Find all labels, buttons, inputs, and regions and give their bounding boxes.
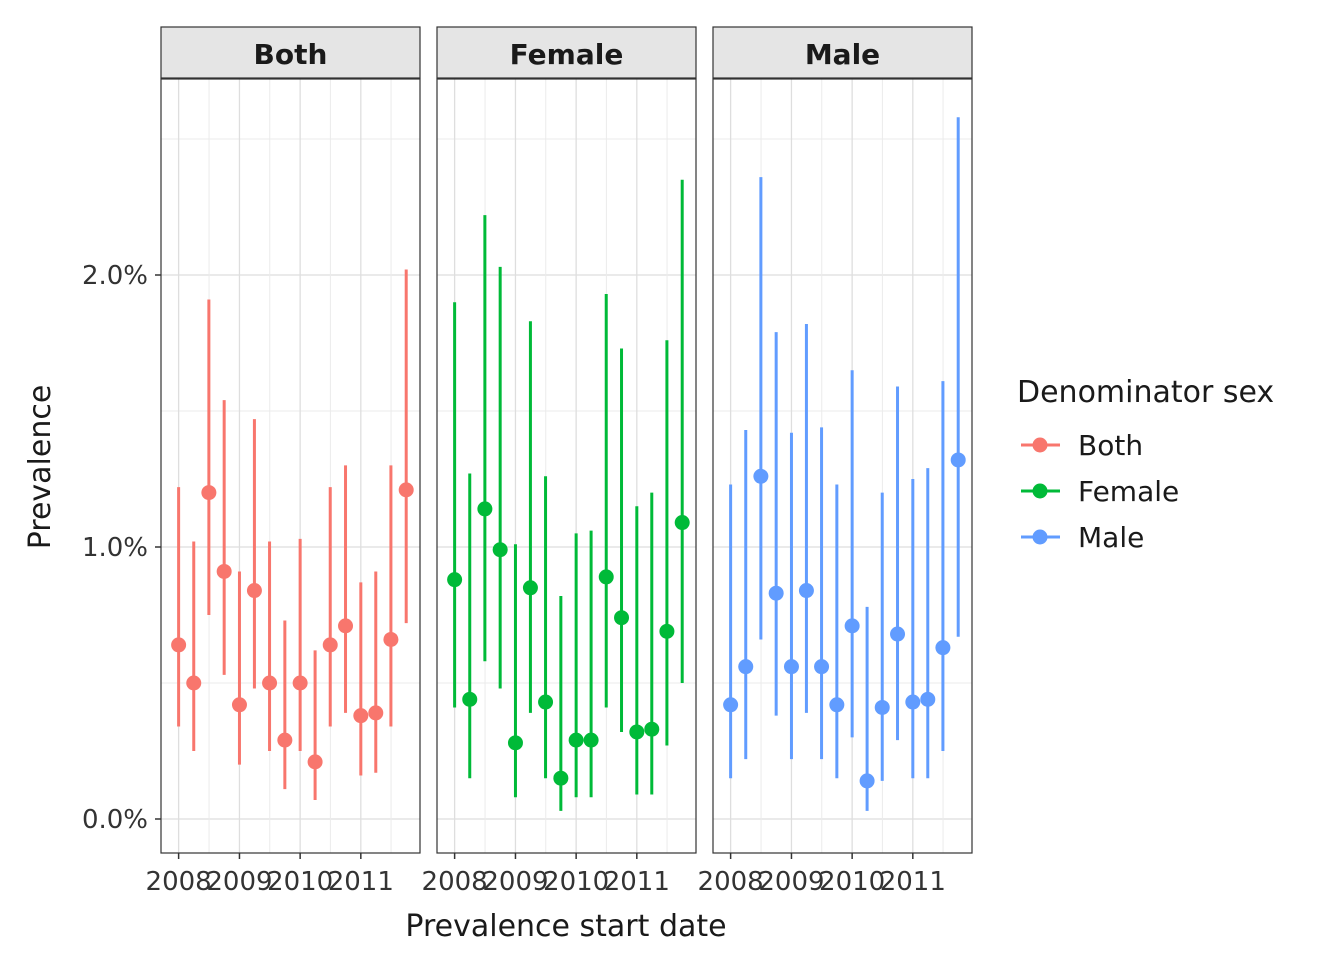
data-point — [568, 732, 584, 748]
x-tick-label: 2009 — [758, 867, 824, 897]
x-axis-title: Prevalence start date — [405, 909, 726, 944]
legend-item-both: Both — [1021, 429, 1143, 462]
legend-key-point — [1032, 437, 1048, 453]
x-tick-label: 2011 — [880, 867, 946, 897]
x-tick-label: 2008 — [698, 867, 764, 897]
data-point — [859, 773, 875, 789]
data-point — [844, 618, 860, 634]
x-tick-label: 2010 — [819, 867, 885, 897]
data-point — [246, 583, 262, 599]
data-point — [231, 697, 247, 713]
panel-background — [437, 79, 696, 853]
data-point — [598, 569, 614, 585]
data-point — [447, 572, 463, 588]
data-point — [338, 618, 354, 634]
data-point — [171, 637, 187, 653]
data-point — [905, 694, 921, 710]
data-point — [538, 694, 554, 710]
data-point — [768, 585, 784, 601]
data-point — [798, 583, 814, 599]
facet-strip — [436, 26, 697, 79]
series-female — [447, 179, 690, 811]
series-male — [723, 117, 966, 811]
x-tick-label: 2008 — [422, 867, 488, 897]
data-point — [262, 675, 278, 691]
x-tick-label: 2009 — [206, 867, 272, 897]
x-tick-label: 2011 — [604, 867, 670, 897]
data-point — [920, 691, 936, 707]
facet-strip-label: Male — [805, 38, 880, 71]
facet-panels: Both2008200920102011Female20082009201020… — [146, 26, 973, 897]
legend-label: Female — [1078, 475, 1179, 508]
data-point — [674, 515, 690, 531]
data-point — [277, 732, 293, 748]
data-point — [292, 675, 308, 691]
data-point — [874, 699, 890, 715]
legend-label: Male — [1078, 521, 1144, 554]
data-point — [659, 623, 675, 639]
data-point — [814, 659, 830, 675]
panel-border — [712, 78, 973, 854]
y-axis-title: Prevalence — [23, 385, 58, 550]
legend-key-point — [1032, 483, 1048, 499]
x-tick-label: 2009 — [482, 867, 548, 897]
data-point — [383, 631, 399, 647]
data-point — [723, 697, 739, 713]
facet-strip — [160, 26, 421, 79]
data-point — [353, 708, 369, 724]
legend-key-point — [1032, 529, 1048, 545]
data-point — [322, 637, 338, 653]
data-point — [216, 563, 232, 579]
panel-border — [160, 78, 421, 854]
panel-background — [713, 79, 972, 853]
facet-strip-label: Female — [510, 38, 624, 71]
y-tick-label: 1.0% — [82, 533, 148, 563]
data-point — [186, 675, 202, 691]
data-point — [201, 485, 217, 501]
data-point — [783, 659, 799, 675]
panel-border — [436, 78, 697, 854]
legend-label: Both — [1078, 429, 1143, 462]
legend-title: Denominator sex — [1017, 375, 1274, 410]
data-point — [614, 610, 630, 626]
data-point — [583, 732, 599, 748]
data-point — [398, 482, 414, 498]
legend: Denominator sex Both Female Male — [1017, 375, 1274, 554]
facet-strip — [712, 26, 973, 79]
data-point — [935, 640, 951, 656]
x-tick-label: 2010 — [543, 867, 609, 897]
data-point — [522, 580, 538, 596]
legend-item-female: Female — [1021, 475, 1179, 508]
data-point — [462, 691, 478, 707]
y-axis: 0.0% 1.0% 2.0% — [82, 261, 161, 835]
data-point — [629, 724, 645, 740]
data-point — [477, 501, 493, 517]
data-point — [307, 754, 323, 770]
data-point — [950, 452, 966, 468]
data-point — [368, 705, 384, 721]
facet-strip-label: Both — [254, 38, 328, 71]
data-point — [507, 735, 523, 751]
y-tick-label: 0.0% — [82, 805, 148, 835]
x-tick-label: 2011 — [328, 867, 394, 897]
data-point — [890, 626, 906, 642]
data-point — [553, 770, 569, 786]
data-point — [829, 697, 845, 713]
legend-item-male: Male — [1021, 521, 1144, 554]
y-tick-label: 2.0% — [82, 261, 148, 291]
data-point — [644, 721, 660, 737]
data-point — [738, 659, 754, 675]
x-tick-label: 2008 — [146, 867, 212, 897]
series-both — [171, 269, 414, 800]
data-point — [753, 468, 769, 484]
x-tick-label: 2010 — [267, 867, 333, 897]
data-point — [492, 542, 508, 558]
